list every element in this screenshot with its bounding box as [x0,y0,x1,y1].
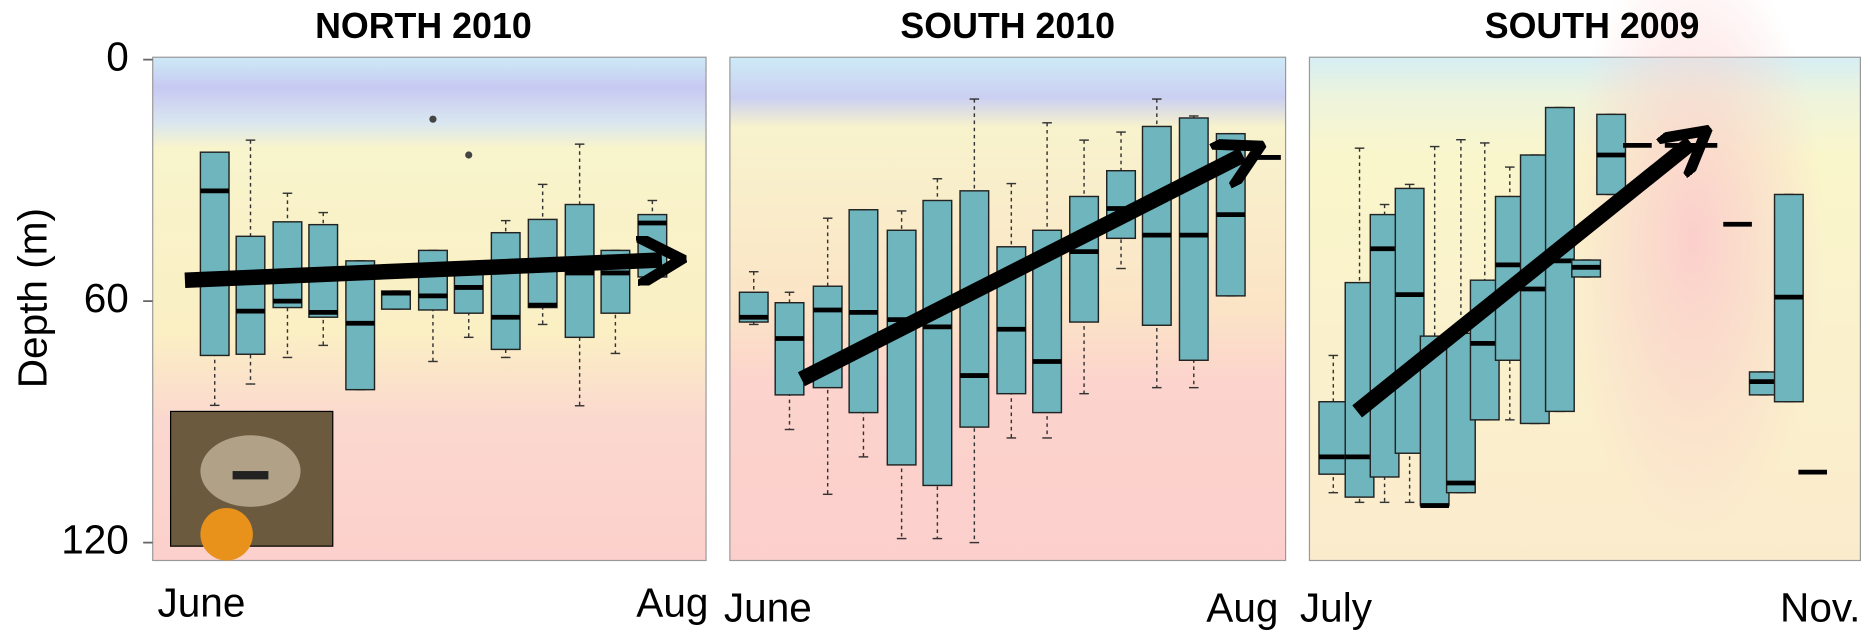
panel-title: SOUTH 2009 [1485,6,1700,46]
box [922,199,953,487]
box [199,151,230,357]
x-label: July [1300,584,1373,630]
box [417,249,448,311]
x-label: Aug [1206,584,1278,630]
trend-arrow [1352,143,1691,418]
box [1318,401,1349,475]
box [272,221,303,309]
contour-shade [1562,0,1825,537]
inset-tag [232,471,269,480]
y-axis-label: Depth (m) [10,208,56,388]
panel-title: NORTH 2010 [315,6,532,46]
box [1141,125,1172,326]
box [1394,187,1425,454]
x-label: Aug [636,580,708,626]
box [1344,281,1375,498]
inset-object [200,508,253,561]
box [774,302,805,396]
trend-arrow [184,260,662,288]
box [1178,117,1209,361]
box [1369,213,1400,478]
box [959,190,990,428]
x-label: June [724,584,812,630]
marks: 0 60 120 [61,33,1828,562]
y-tick-label: 60 [84,275,129,321]
panel-title: SOUTH 2010 [900,6,1115,46]
x-label: Nov. [1780,584,1860,630]
y-tick-label: 120 [61,516,129,562]
box [886,229,917,466]
box [235,235,266,355]
trend-arrow [797,155,1242,387]
outlier [465,151,473,159]
x-label: June [157,580,245,626]
outlier [429,115,437,123]
y-tick-label: 0 [106,33,129,79]
box [1069,195,1100,323]
box [490,231,521,351]
